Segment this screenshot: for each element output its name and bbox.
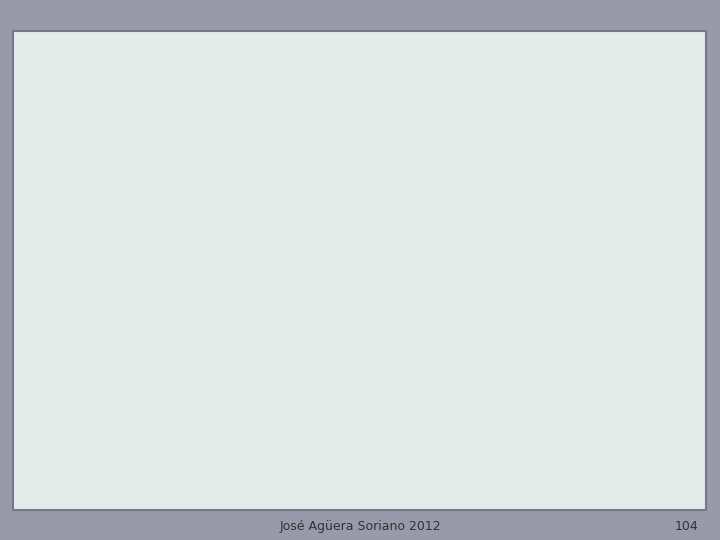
Ellipse shape	[329, 340, 369, 359]
Ellipse shape	[372, 378, 413, 389]
Ellipse shape	[387, 420, 419, 438]
Ellipse shape	[368, 367, 399, 386]
Ellipse shape	[379, 346, 419, 367]
Bar	[509, 261, 529, 448]
Ellipse shape	[340, 372, 370, 382]
Text: José Agüera Soriano 2012: José Agüera Soriano 2012	[279, 520, 441, 533]
Ellipse shape	[400, 349, 421, 362]
Ellipse shape	[258, 382, 289, 401]
Ellipse shape	[326, 405, 370, 426]
Ellipse shape	[349, 376, 374, 392]
Text: $p_1$: $p_1$	[131, 417, 151, 435]
Text: 104: 104	[675, 520, 698, 533]
Ellipse shape	[249, 410, 286, 422]
Text: $p_1>p_2$: $p_1>p_2$	[305, 272, 359, 289]
Ellipse shape	[239, 322, 266, 337]
Ellipse shape	[274, 370, 310, 389]
Ellipse shape	[399, 369, 431, 380]
Bar	[138, 261, 158, 448]
Text: Aplicamos al proceso entre 1 y 2 la ecuación de la energía,: Aplicamos al proceso entre 1 y 2 la ecua…	[48, 52, 528, 70]
Ellipse shape	[245, 343, 278, 361]
Ellipse shape	[272, 360, 296, 379]
Ellipse shape	[372, 342, 395, 360]
Text: $h_2 = h_1$: $h_2 = h_1$	[505, 116, 567, 137]
Text: $Q = h_2 - h_1 + \dfrac{c_2^{2} - c_1^{2}}{2} + W_t$: $Q = h_2 - h_1 + \dfrac{c_2^{2} - c_1^{2…	[152, 105, 382, 148]
Ellipse shape	[305, 393, 342, 407]
Ellipse shape	[231, 386, 262, 396]
Text: Gas perfecto: Gas perfecto	[44, 173, 167, 190]
Text: $p_2$: $p_2$	[523, 417, 543, 435]
Ellipse shape	[295, 373, 324, 393]
Ellipse shape	[261, 340, 292, 355]
Ellipse shape	[361, 399, 395, 411]
Text: $T_2$: $T_2$	[531, 239, 550, 259]
Ellipse shape	[337, 312, 362, 328]
Ellipse shape	[319, 355, 359, 376]
Text: algodón: algodón	[294, 371, 369, 389]
Ellipse shape	[374, 415, 410, 434]
Ellipse shape	[377, 433, 410, 452]
Ellipse shape	[279, 377, 318, 393]
Ellipse shape	[387, 411, 418, 430]
Ellipse shape	[298, 428, 325, 448]
Text: $T_1$: $T_1$	[162, 239, 181, 259]
Text: (p·v = R·T): (p·v = R·T)	[228, 173, 329, 190]
Text: $u_2 = u_1$: $u_2 = u_1$	[505, 216, 567, 234]
Ellipse shape	[261, 381, 304, 391]
Ellipse shape	[243, 333, 274, 352]
Text: pared adiabática: pared adiabática	[254, 465, 410, 483]
Ellipse shape	[310, 340, 340, 361]
Text: $u_2 + p_2\,v_2 = u_1 + p_1\,v_1$: $u_2 + p_2\,v_2 = u_1 + p_1\,v_1$	[120, 215, 311, 234]
Ellipse shape	[255, 394, 283, 408]
Ellipse shape	[402, 400, 426, 420]
Ellipse shape	[237, 392, 277, 407]
